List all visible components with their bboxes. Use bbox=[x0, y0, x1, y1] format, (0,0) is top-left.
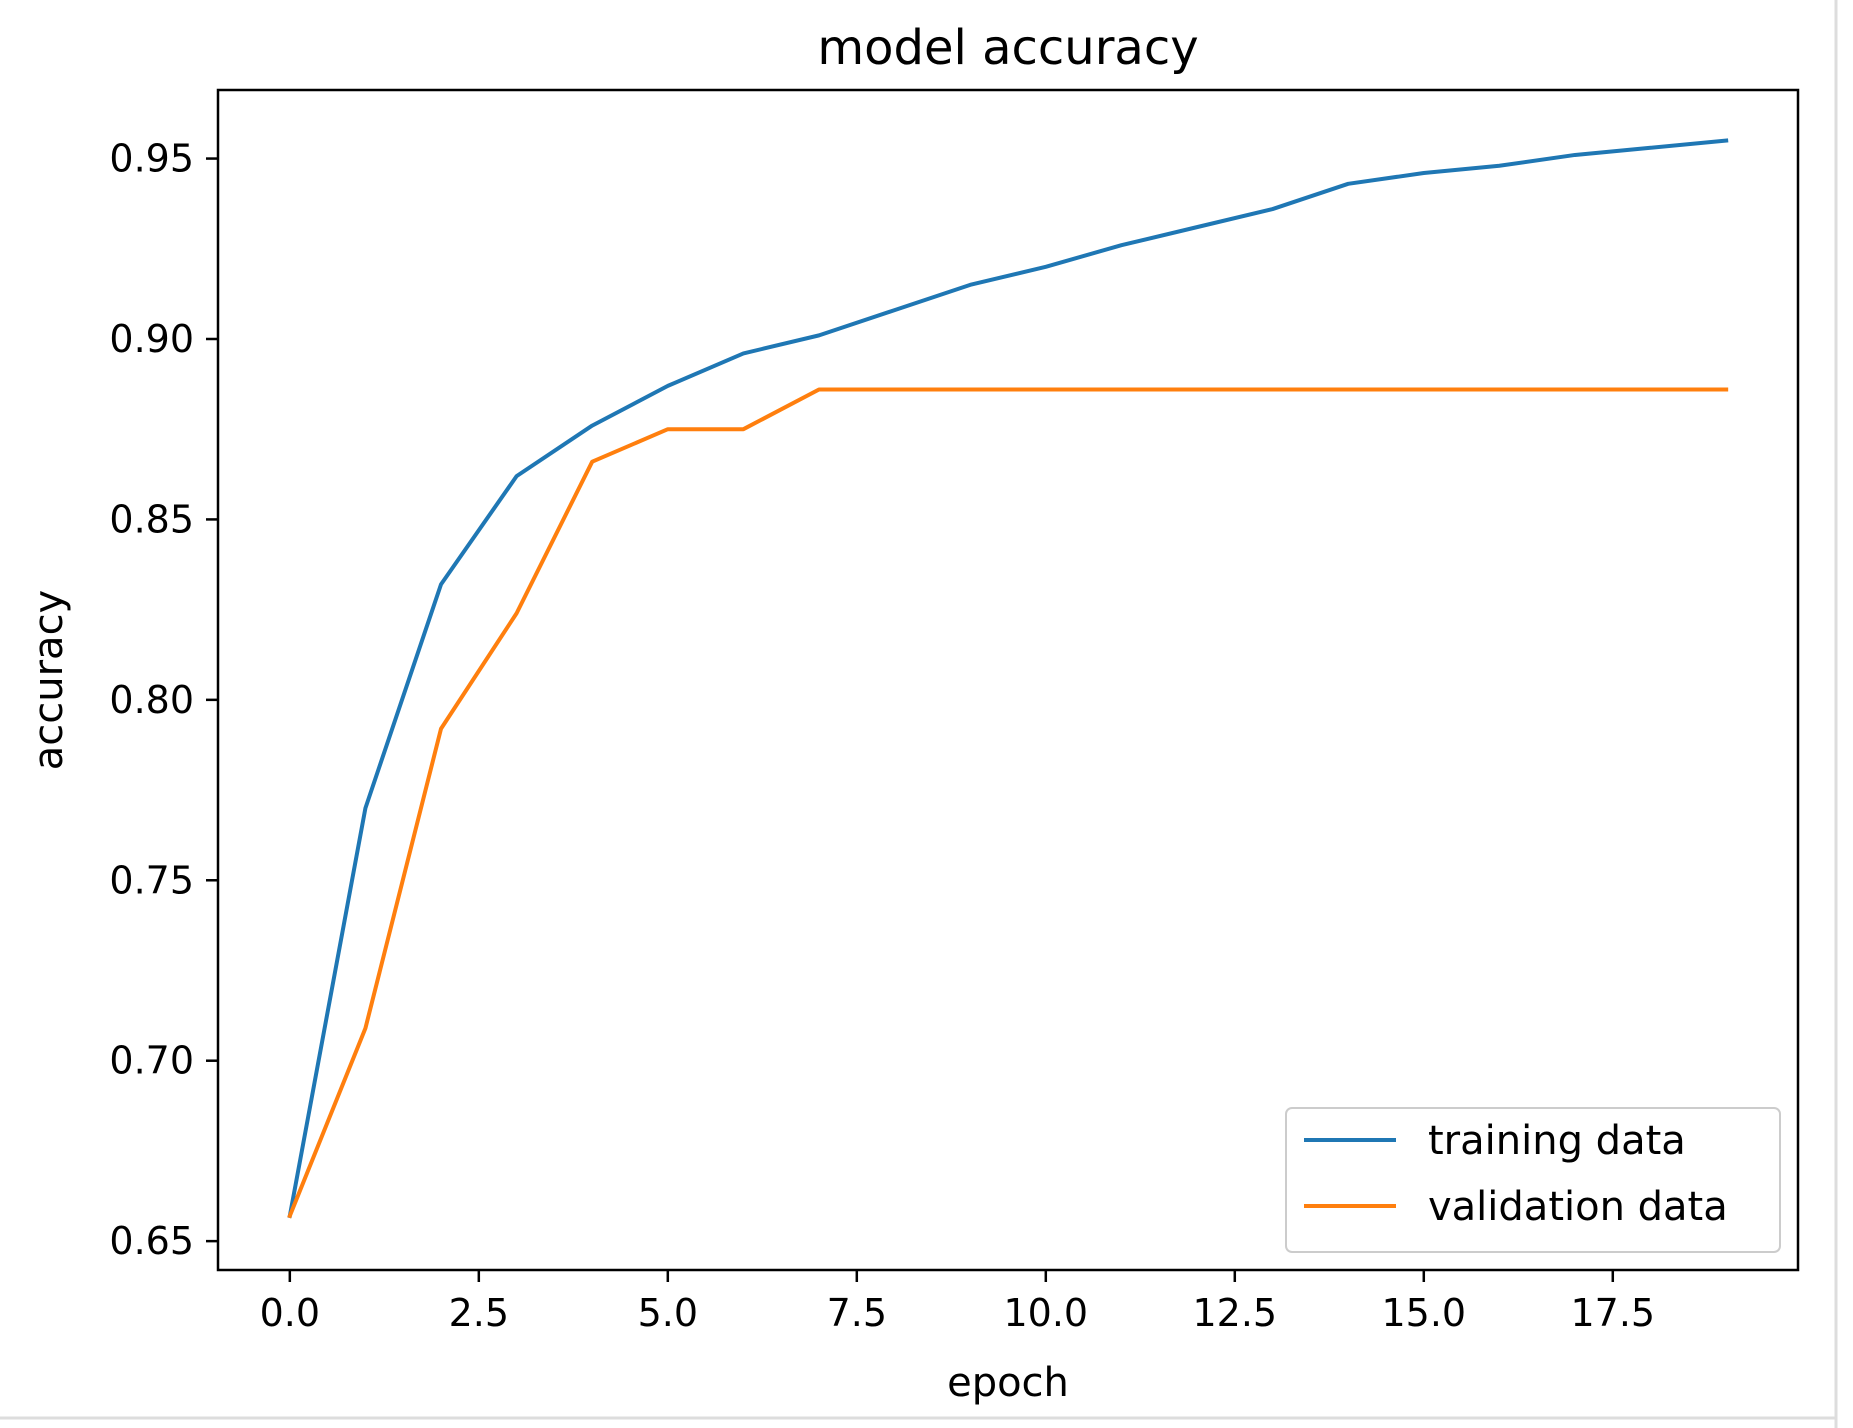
x-tick-label: 2.5 bbox=[449, 1291, 509, 1335]
x-tick-label: 5.0 bbox=[638, 1291, 698, 1335]
x-axis: 0.0 2.5 5.0 7.5 10.0 12.5 15.0 17.5 bbox=[260, 1270, 1655, 1335]
y-tick-label: 0.95 bbox=[109, 137, 194, 181]
y-tick-label: 0.75 bbox=[109, 858, 194, 902]
legend: training data validation data bbox=[1285, 1107, 1781, 1253]
x-tick-label: 17.5 bbox=[1570, 1291, 1655, 1335]
y-axis: 0.65 0.70 0.75 0.80 0.85 0.90 0.95 bbox=[109, 137, 218, 1263]
y-tick-label: 0.80 bbox=[109, 678, 194, 722]
y-tick-label: 0.65 bbox=[109, 1219, 194, 1263]
plot-area-frame bbox=[216, 88, 1800, 1272]
legend-box bbox=[1285, 1107, 1781, 1253]
x-tick-label: 0.0 bbox=[260, 1291, 320, 1335]
series-line-validation bbox=[287, 387, 1729, 1219]
legend-label: validation data bbox=[1428, 1184, 1728, 1230]
x-tick-label: 15.0 bbox=[1381, 1291, 1466, 1335]
y-tick-label: 0.90 bbox=[109, 317, 194, 361]
series-layer bbox=[287, 138, 1729, 1219]
x-tick-label: 12.5 bbox=[1192, 1291, 1277, 1335]
x-axis-label: epoch bbox=[947, 1360, 1069, 1406]
y-axis-label: accuracy bbox=[26, 590, 72, 770]
x-tick-label: 10.0 bbox=[1003, 1291, 1088, 1335]
x-tick-label: 7.5 bbox=[827, 1291, 887, 1335]
legend-label: training data bbox=[1428, 1118, 1686, 1164]
chart-title: model accuracy bbox=[817, 20, 1198, 76]
series-line-training bbox=[287, 138, 1729, 1219]
y-tick-label: 0.70 bbox=[109, 1039, 194, 1083]
y-tick-label: 0.85 bbox=[109, 497, 194, 541]
